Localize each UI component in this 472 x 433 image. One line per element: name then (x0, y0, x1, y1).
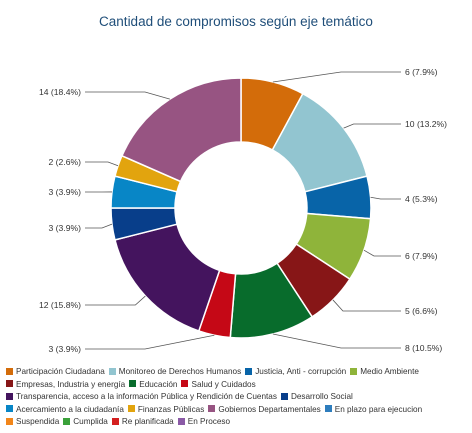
legend-swatch (6, 392, 13, 400)
slice-label: 14 (18.4%) (39, 87, 81, 97)
legend-row: Acercamiento a la ciudadanía Finanzas Púb… (6, 404, 468, 417)
legend-label: Suspendida (16, 417, 60, 426)
legend-swatch (108, 367, 116, 375)
leader-line (85, 91, 171, 100)
donut-slice[interactable] (114, 223, 221, 332)
legend-item[interactable]: Educación (129, 379, 177, 392)
legend: Participación Ciudadana Monitoreo de Dere… (6, 366, 468, 429)
legend-swatch (63, 417, 71, 425)
legend-label: En plazo para ejecucion (334, 404, 423, 414)
legend-item[interactable]: Salud y Cuidados (181, 379, 256, 392)
leader-line (85, 161, 119, 167)
slice-label: 2 (2.6%) (49, 157, 82, 167)
leader-line (343, 123, 401, 129)
legend-label: Transparencia, acceso a la información P… (16, 392, 277, 401)
legend-label: Re planificada (121, 417, 174, 426)
leader-line (332, 299, 401, 312)
slice-label: 3 (3.9%) (49, 223, 82, 233)
leader-line (272, 333, 401, 349)
legend-row: Participación Ciudadana Monitoreo de Dere… (6, 366, 468, 379)
legend-item[interactable]: Empresas, Industria y energía (6, 379, 125, 392)
chart-title: Cantidad de compromisos según eje temáti… (99, 14, 373, 29)
legend-item[interactable]: Desarrollo Social (280, 391, 353, 404)
legend-label: Monitoreo de Derechos Humanos (118, 367, 242, 376)
legend-label: En Proceso (187, 417, 231, 426)
legend-label: Participación Ciudadana (16, 367, 105, 376)
slice-label: 6 (7.9%) (405, 67, 438, 77)
donut-slice[interactable] (120, 77, 242, 183)
legend-item[interactable]: En plazo para ejecucion (324, 404, 423, 417)
legend-label: Salud y Cuidados (191, 379, 256, 389)
slice-label: 4 (5.3%) (405, 194, 438, 204)
legend-label: Finanzas Públicas (137, 404, 205, 414)
legend-label: Educación (139, 379, 178, 389)
slice-label: 12 (15.8%) (39, 300, 81, 310)
leader-line (363, 249, 401, 257)
legend-swatch (181, 380, 189, 387)
legend-item[interactable]: Finanzas Públicas (127, 404, 205, 417)
legend-swatch (280, 392, 288, 400)
legend-item[interactable]: Participación Ciudadana (6, 366, 105, 379)
legend-swatch (177, 417, 185, 425)
slice-label: 6 (7.9%) (405, 251, 438, 261)
legend-label: Medio Ambiente (360, 367, 419, 376)
leader-line (370, 196, 401, 200)
legend-swatch (324, 405, 332, 412)
leader-line (272, 71, 401, 83)
legend-swatch (6, 380, 13, 387)
legend-label: Desarrollo Social (290, 392, 353, 401)
legend-swatch (245, 367, 253, 375)
slice-label: 3 (3.9%) (49, 187, 82, 197)
legend-row: Transparencia, acceso a la información P… (6, 391, 468, 404)
legend-label: Justicia, Anti - corrupción (255, 367, 347, 376)
legend-label: Acercamiento a la ciudadanía (16, 404, 124, 414)
legend-item[interactable]: Cumplida (63, 416, 108, 429)
legend-item[interactable]: Acercamiento a la ciudadanía (6, 404, 124, 417)
donut-slices (110, 77, 372, 339)
legend-swatch (208, 405, 216, 412)
slice-label: 5 (6.6%) (405, 306, 438, 316)
leader-lines (85, 71, 401, 350)
legend-swatch (127, 405, 135, 412)
slice-label: 8 (10.5%) (405, 343, 442, 353)
slice-label: 10 (13.2%) (405, 119, 447, 129)
leader-line (85, 295, 146, 306)
legend-item[interactable]: Gobiernos Departamentales (208, 404, 321, 417)
legend-label: Gobiernos Departamentales (218, 404, 321, 414)
legend-item[interactable]: Medio Ambiente (350, 366, 419, 379)
legend-label: Cumplida (73, 417, 108, 426)
legend-swatch (111, 417, 119, 425)
legend-item[interactable]: Suspendida (6, 416, 59, 429)
legend-swatch (6, 367, 13, 375)
legend-item[interactable]: Re planificada (111, 416, 174, 429)
legend-row: Suspendida Cumplida Re planificada En Proce… (6, 416, 468, 429)
slice-label: 3 (3.9%) (49, 344, 82, 354)
legend-swatch (6, 405, 13, 412)
leader-line (85, 223, 113, 229)
legend-swatch (6, 417, 13, 425)
legend-swatch (350, 367, 358, 375)
legend-item[interactable]: Justicia, Anti - corrupción (245, 366, 346, 379)
legend-item[interactable]: En Proceso (177, 416, 231, 429)
legend-item[interactable]: Monitoreo de Derechos Humanos (108, 366, 242, 379)
legend-item[interactable]: Transparencia, acceso a la información P… (6, 391, 277, 404)
legend-label: Empresas, Industria y energía (16, 379, 126, 389)
slice-labels: 6 (7.9%) 10 (13.2%) 4 (5.3%) 6 (7.9%) 5 (6.6… (39, 67, 447, 354)
legend-swatch (129, 380, 137, 387)
leader-line (85, 334, 215, 350)
legend-row: Empresas, Industria y energía Educación Sa… (6, 379, 468, 392)
